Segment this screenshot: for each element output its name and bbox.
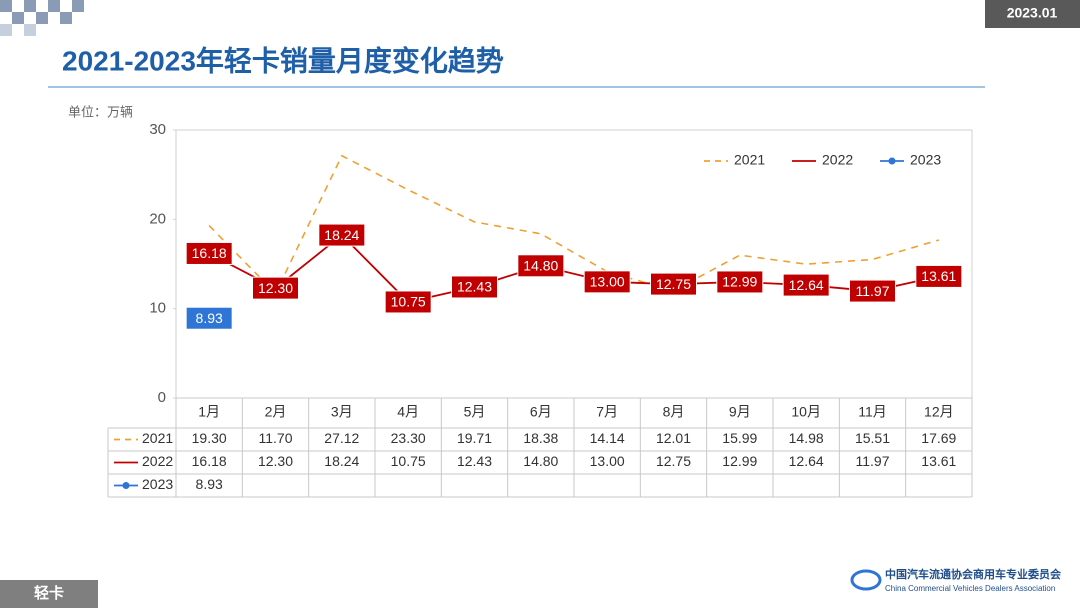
data-label: 12.99 (722, 274, 757, 290)
y-tick-label: 0 (158, 389, 166, 406)
table-cell: 11.97 (856, 453, 890, 469)
table-cell: 27.12 (324, 430, 359, 446)
x-tick-label: 6月 (530, 404, 552, 420)
table-cell: 19.30 (192, 430, 227, 446)
x-tick-label: 9月 (729, 404, 751, 420)
data-label: 10.75 (391, 294, 426, 310)
data-label: 14.80 (523, 257, 558, 273)
table-series-name: 2021 (142, 430, 173, 446)
chart-title: 2021-2023年轻卡销量月度变化趋势 (62, 44, 504, 76)
table-cell: 18.38 (523, 430, 558, 446)
x-tick-label: 2月 (265, 404, 287, 420)
footer-box (0, 580, 98, 608)
table-cell: 12.64 (789, 453, 824, 469)
legend-label: 2023 (910, 152, 941, 168)
table-cell: 19.71 (457, 430, 492, 446)
legend-label: 2021 (734, 152, 765, 168)
data-label: 12.43 (457, 279, 492, 295)
data-label-box (451, 275, 498, 299)
data-label: 12.75 (656, 276, 691, 292)
corner-pattern (0, 0, 84, 36)
series-line (208, 154, 940, 295)
legend-label: 2022 (822, 152, 853, 168)
legend-marker (888, 157, 896, 165)
data-label-box (185, 306, 233, 330)
data-label-box (185, 241, 233, 265)
data-label-box (517, 254, 565, 278)
x-tick-label: 4月 (397, 404, 419, 420)
data-table (107, 397, 973, 498)
data-label-box (384, 290, 432, 314)
data-label: 16.18 (192, 245, 227, 261)
data-label-box (716, 270, 764, 294)
table-cell: 10.75 (391, 453, 426, 469)
y-tick-label: 10 (149, 300, 166, 317)
legend-marker (122, 482, 130, 489)
table-cell: 14.98 (789, 430, 824, 446)
date: 2023.01 (1007, 5, 1058, 21)
table-cell: 13.61 (921, 453, 956, 469)
org-cn: 中国汽车流通协会商用车专业委员会 (885, 567, 1062, 581)
unit-label: 单位：万辆 (68, 104, 133, 119)
y-tick-label: 20 (149, 210, 166, 227)
table-series-name: 2022 (142, 453, 173, 469)
data-label-box (318, 223, 366, 247)
org-logo (850, 569, 882, 591)
x-tick-label: 12月 (924, 404, 954, 420)
plot-area (175, 129, 973, 399)
data-label-box (782, 273, 830, 297)
footer-tag: 轻卡 (34, 584, 64, 602)
y-tick-label: 30 (149, 121, 166, 138)
x-tick-label: 11月 (858, 404, 887, 420)
table-cell: 8.93 (196, 476, 223, 492)
data-label-box (583, 270, 631, 294)
data-label: 12.64 (789, 277, 824, 293)
table-cell: 15.51 (855, 430, 890, 446)
data-label-box (252, 276, 299, 300)
table-cell: 12.99 (722, 453, 757, 469)
x-tick-label: 3月 (331, 404, 353, 420)
x-tick-label: 10月 (791, 404, 821, 420)
table-cell: 17.69 (921, 430, 956, 446)
x-tick-label: 1月 (198, 404, 220, 420)
table-cell: 13.00 (590, 453, 625, 469)
data-label: 13.61 (921, 268, 956, 284)
table-cell: 14.80 (523, 453, 558, 469)
data-label-box (915, 264, 963, 288)
table-series-name: 2023 (142, 476, 173, 492)
date-box (985, 0, 1080, 28)
table-cell: 23.30 (391, 430, 426, 446)
table-cell: 14.14 (590, 430, 625, 446)
org-en: China Commercial Vehicles Dealers Associ… (885, 584, 1055, 593)
x-tick-label: 7月 (596, 404, 618, 420)
data-label: 18.24 (324, 227, 359, 243)
data-label: 12.30 (258, 280, 293, 296)
table-cell: 11.70 (259, 430, 293, 446)
data-label: 8.93 (196, 310, 223, 326)
data-label-box (849, 279, 896, 303)
x-tick-label: 8月 (663, 404, 685, 420)
table-cell: 18.24 (324, 453, 359, 469)
table-cell: 16.18 (192, 453, 227, 469)
data-label: 13.00 (590, 274, 625, 290)
data-label: 11.97 (856, 283, 890, 299)
table-cell: 12.01 (656, 430, 691, 446)
table-cell: 12.30 (258, 453, 293, 469)
table-cell: 12.43 (457, 453, 492, 469)
data-label-box (650, 272, 697, 296)
x-tick-label: 5月 (464, 404, 486, 420)
table-cell: 12.75 (656, 453, 691, 469)
table-cell: 15.99 (722, 430, 757, 446)
